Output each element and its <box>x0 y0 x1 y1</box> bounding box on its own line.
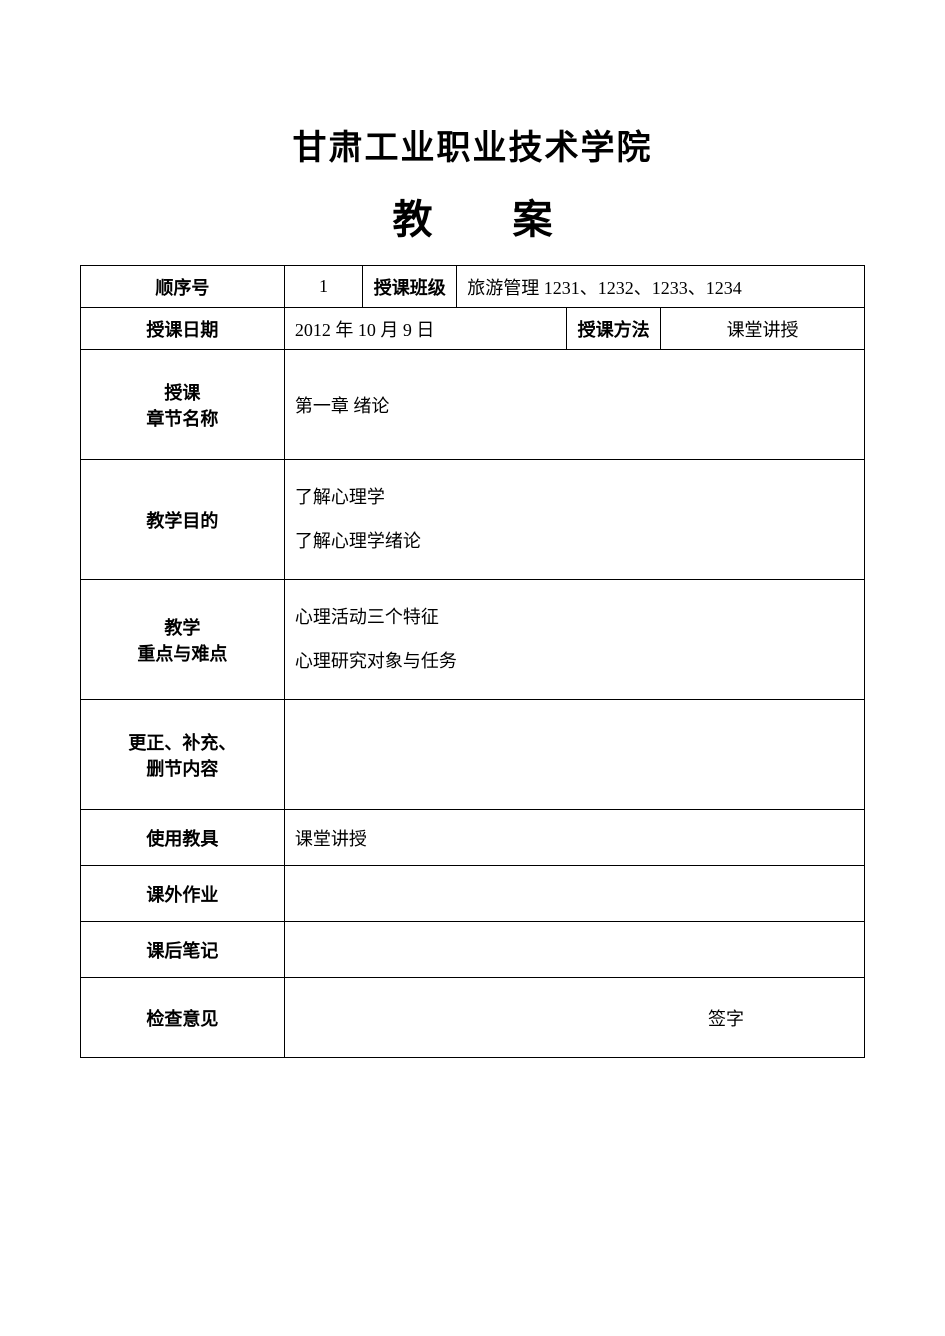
table-row: 教学 重点与难点 心理活动三个特征 心理研究对象与任务 <box>81 580 865 700</box>
label-class: 授课班级 <box>363 266 457 308</box>
value-purpose: 了解心理学 了解心理学绪论 <box>284 460 864 580</box>
label-correction-line2: 删节内容 <box>91 755 274 781</box>
signature-label: 签字 <box>708 1005 744 1031</box>
value-notes <box>284 922 864 978</box>
value-correction <box>284 700 864 810</box>
doc-type-part1: 教 <box>393 197 433 242</box>
table-row: 授课 章节名称 第一章 绪论 <box>81 350 865 460</box>
label-seq-no: 顺序号 <box>81 266 285 308</box>
label-chapter-line2: 章节名称 <box>91 405 274 431</box>
label-chapter: 授课 章节名称 <box>81 350 285 460</box>
value-purpose-line2: 了解心理学绪论 <box>295 520 854 563</box>
table-row: 使用教具 课堂讲授 <box>81 810 865 866</box>
value-homework <box>284 866 864 922</box>
label-correction: 更正、补充、 删节内容 <box>81 700 285 810</box>
value-tools: 课堂讲授 <box>284 810 864 866</box>
label-purpose: 教学目的 <box>81 460 285 580</box>
label-tools: 使用教具 <box>81 810 285 866</box>
label-correction-line1: 更正、补充、 <box>91 729 274 755</box>
value-purpose-line1: 了解心理学 <box>295 476 854 519</box>
label-keypoint: 教学 重点与难点 <box>81 580 285 700</box>
table-row: 教学目的 了解心理学 了解心理学绪论 <box>81 460 865 580</box>
label-notes: 课后笔记 <box>81 922 285 978</box>
value-check: 签字 <box>284 978 864 1058</box>
table-row: 课外作业 <box>81 866 865 922</box>
value-class: 旅游管理 1231、1232、1233、1234 <box>457 266 865 308</box>
table-row: 授课日期 2012 年 10 月 9 日 授课方法 课堂讲授 <box>81 308 865 350</box>
label-keypoint-line1: 教学 <box>91 614 274 640</box>
value-keypoint-line2: 心理研究对象与任务 <box>295 640 854 683</box>
table-row: 检查意见 签字 <box>81 978 865 1058</box>
value-seq-no: 1 <box>284 266 362 308</box>
table-row: 顺序号 1 授课班级 旅游管理 1231、1232、1233、1234 <box>81 266 865 308</box>
lesson-plan-table: 顺序号 1 授课班级 旅游管理 1231、1232、1233、1234 授课日期… <box>80 265 865 1058</box>
value-keypoint-line1: 心理活动三个特征 <box>295 596 854 639</box>
value-keypoint: 心理活动三个特征 心理研究对象与任务 <box>284 580 864 700</box>
doc-type-part2: 案 <box>513 197 553 242</box>
institution-title: 甘肃工业职业技术学院 <box>80 120 865 169</box>
label-check: 检查意见 <box>81 978 285 1058</box>
value-method: 课堂讲授 <box>661 308 865 350</box>
label-date: 授课日期 <box>81 308 285 350</box>
value-date: 2012 年 10 月 9 日 <box>284 308 566 350</box>
document-type-title: 教案 <box>80 187 865 245</box>
table-row: 更正、补充、 删节内容 <box>81 700 865 810</box>
table-row: 课后笔记 <box>81 922 865 978</box>
label-method: 授课方法 <box>567 308 661 350</box>
value-chapter: 第一章 绪论 <box>284 350 864 460</box>
label-keypoint-line2: 重点与难点 <box>91 640 274 666</box>
label-chapter-line1: 授课 <box>91 379 274 405</box>
label-homework: 课外作业 <box>81 866 285 922</box>
